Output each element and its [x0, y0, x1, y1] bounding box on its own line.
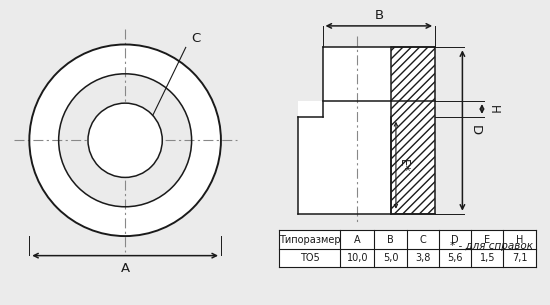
- Text: 5,0: 5,0: [383, 253, 398, 263]
- Polygon shape: [88, 103, 162, 178]
- Text: 1,5: 1,5: [480, 253, 495, 263]
- Text: 5,6: 5,6: [447, 253, 463, 263]
- Text: A: A: [354, 235, 361, 245]
- Text: B: B: [374, 9, 383, 22]
- Bar: [298, 101, 391, 214]
- Text: A: A: [120, 263, 130, 275]
- Text: D: D: [451, 235, 459, 245]
- Text: * - для справок: * - для справок: [450, 241, 533, 251]
- Text: B: B: [387, 235, 394, 245]
- Bar: [323, 47, 435, 117]
- Text: C: C: [191, 32, 201, 45]
- Text: 3,8: 3,8: [415, 253, 431, 263]
- Text: E*: E*: [397, 159, 410, 172]
- Text: 10,0: 10,0: [346, 253, 368, 263]
- Bar: [279, 230, 536, 267]
- Text: ТО5: ТО5: [300, 253, 320, 263]
- Text: Типоразмер: Типоразмер: [279, 235, 340, 245]
- Bar: [391, 47, 435, 213]
- Polygon shape: [29, 45, 221, 236]
- Text: D: D: [468, 125, 481, 135]
- Text: H: H: [516, 235, 523, 245]
- Polygon shape: [59, 74, 191, 207]
- Text: C: C: [420, 235, 426, 245]
- Text: H: H: [487, 105, 500, 113]
- Text: E: E: [484, 235, 491, 245]
- Text: 7,1: 7,1: [512, 253, 527, 263]
